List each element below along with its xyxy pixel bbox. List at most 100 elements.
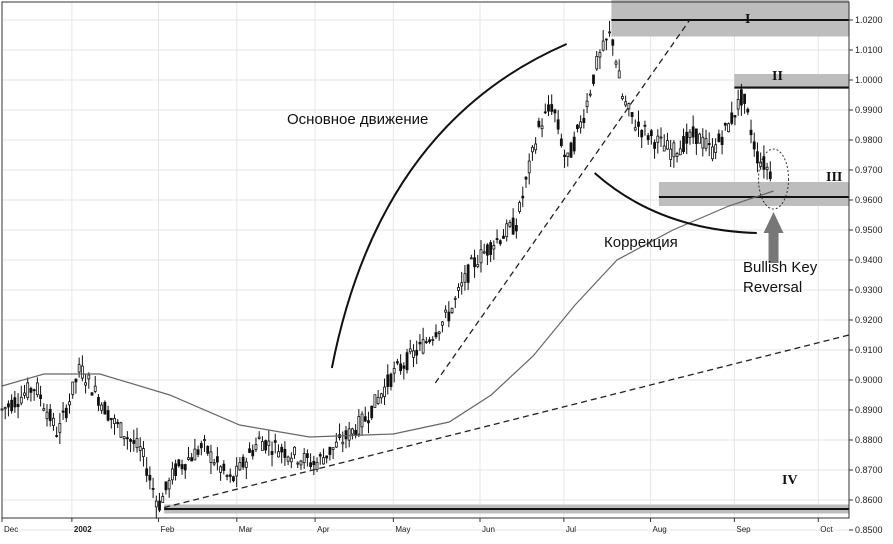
candle-body	[524, 176, 528, 180]
x-tick-label: Dec	[4, 525, 18, 534]
candle-body	[633, 127, 637, 131]
candle	[572, 131, 576, 155]
candle-body	[576, 124, 579, 129]
candle-body	[35, 382, 39, 396]
candle	[733, 115, 737, 126]
candle-body	[749, 129, 753, 136]
candle-body	[363, 416, 367, 422]
candle	[402, 362, 406, 380]
candle-body	[232, 476, 235, 482]
candle-body	[553, 109, 557, 114]
candle	[640, 129, 644, 148]
candle	[730, 101, 734, 126]
candle	[129, 438, 132, 453]
candle	[23, 384, 26, 399]
candle	[138, 437, 142, 462]
candle-body	[187, 457, 190, 460]
candle-body	[531, 146, 534, 153]
candle	[502, 229, 505, 239]
candle	[489, 240, 493, 262]
candle	[746, 107, 750, 115]
candle-body	[453, 297, 457, 300]
candle-body	[225, 474, 229, 477]
candle	[531, 145, 534, 161]
candle-body	[508, 222, 512, 227]
candle	[495, 229, 499, 244]
candle	[360, 411, 364, 436]
candle-body	[682, 136, 685, 153]
candle-body	[598, 52, 602, 58]
candle-body	[161, 496, 165, 503]
candle-body	[116, 421, 120, 425]
candle-body	[215, 456, 219, 463]
candle	[672, 140, 676, 168]
candle	[77, 357, 81, 378]
candles	[0, 20, 772, 519]
candle-body	[48, 408, 52, 422]
candle	[701, 128, 705, 157]
candle	[299, 459, 303, 470]
candle-body	[315, 461, 319, 470]
candle-body	[196, 449, 200, 455]
candle	[29, 386, 33, 402]
candle	[685, 123, 689, 155]
candle-body	[569, 142, 573, 158]
candle	[84, 374, 87, 394]
candle	[624, 95, 628, 108]
candle	[646, 132, 650, 145]
candle-body	[502, 235, 505, 239]
candle-body	[424, 341, 428, 344]
candle	[219, 465, 222, 481]
candle	[566, 152, 570, 167]
candle	[752, 132, 756, 157]
candle-body	[32, 389, 36, 392]
candle	[415, 340, 419, 365]
candle-body	[283, 448, 287, 458]
candle	[228, 468, 232, 483]
candle-body	[768, 171, 772, 179]
candle-body	[701, 136, 705, 149]
candle	[457, 283, 460, 299]
candle	[604, 38, 608, 51]
candle	[331, 447, 335, 459]
candle-body	[180, 464, 184, 470]
candle	[547, 95, 550, 117]
candle	[688, 129, 692, 145]
candle	[678, 140, 682, 156]
candle-body	[289, 457, 293, 463]
candle	[373, 394, 377, 408]
candle	[563, 149, 566, 168]
candle-body	[248, 448, 251, 453]
candle	[116, 419, 120, 429]
candle	[142, 440, 145, 467]
candle-body	[473, 257, 476, 268]
y-tick-label: 1.0000	[855, 75, 883, 85]
candle	[431, 336, 435, 346]
candle	[486, 243, 489, 265]
candle	[582, 109, 586, 129]
level-iii-label: III	[826, 170, 842, 185]
candle-body	[746, 108, 750, 113]
candle-body	[190, 457, 194, 462]
candle	[450, 307, 454, 315]
x-tick-label: Feb	[161, 525, 175, 534]
candle	[569, 141, 573, 158]
y-tick-label: 0.9100	[855, 345, 883, 355]
candle	[707, 132, 711, 157]
level-ii-band	[734, 74, 849, 89]
candle	[164, 481, 168, 495]
candle	[598, 49, 602, 69]
candle	[720, 130, 724, 155]
candle-body	[444, 309, 448, 313]
candle	[55, 426, 59, 438]
candle	[694, 128, 698, 155]
candle-body	[389, 373, 393, 387]
candle	[64, 404, 68, 423]
candle	[199, 440, 203, 456]
candle-body	[26, 382, 30, 398]
candle	[653, 139, 656, 159]
candle-body	[617, 70, 621, 79]
candle-body	[228, 474, 232, 477]
candle-body	[662, 145, 666, 152]
